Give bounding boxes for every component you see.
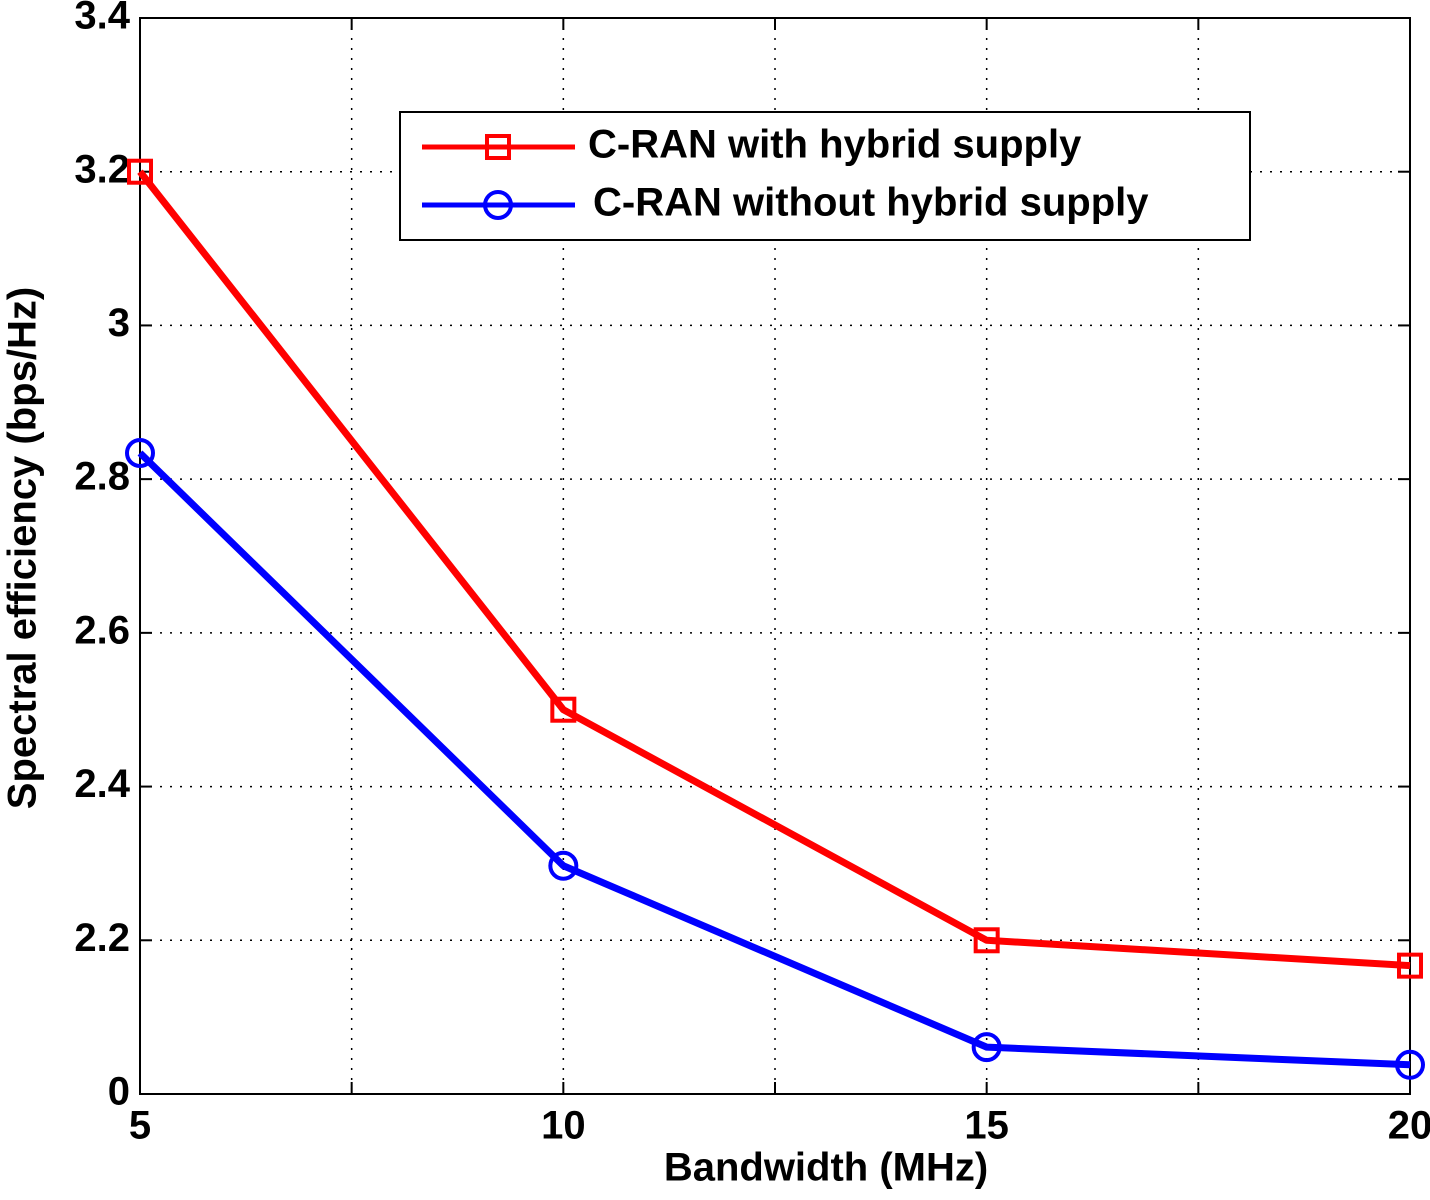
marker (485, 134, 511, 160)
marker (1395, 1049, 1425, 1080)
x-axis-label: Bandwidth (MHz) (664, 1146, 988, 1190)
x-tick-label: 10 (541, 1104, 586, 1148)
marker (127, 158, 153, 185)
x-tick-label: 5 (129, 1104, 151, 1148)
y-tick-label: 2.2 (74, 916, 130, 960)
marker (550, 696, 577, 723)
y-tick-label: 2.6 (74, 608, 130, 652)
marker (548, 850, 579, 881)
legend-label: C-RAN with hybrid supply (588, 123, 1082, 167)
y-tick-label: 3.2 (74, 147, 130, 191)
x-tick-label: 20 (1388, 1104, 1430, 1148)
marker (1397, 952, 1423, 979)
y-tick-label: 0 (108, 1070, 130, 1114)
legend-label: C-RAN without hybrid supply (593, 181, 1149, 225)
x-tick-label: 15 (964, 1104, 1009, 1148)
legend-box (399, 111, 1251, 241)
plot-frame (139, 17, 1411, 1095)
marker (971, 1032, 1002, 1063)
y-tick-label: 2.8 (74, 455, 130, 499)
line (137, 450, 1411, 1069)
marker (483, 190, 513, 220)
marker (973, 927, 1000, 954)
y-tick-label: 3 (108, 301, 130, 345)
line (137, 169, 1411, 970)
y-tick-label: 3.4 (74, 0, 130, 38)
y-axis-label: Spectral efficiency (bps/Hz) (1, 287, 45, 809)
marker (125, 438, 155, 469)
y-tick-label: 2.4 (74, 762, 130, 806)
